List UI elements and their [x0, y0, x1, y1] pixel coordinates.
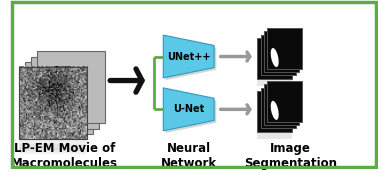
Polygon shape — [166, 37, 216, 80]
Bar — [19, 140, 87, 151]
Bar — [264, 84, 299, 125]
Bar — [260, 88, 296, 128]
Text: Neural
Network: Neural Network — [161, 142, 217, 170]
Bar — [257, 38, 292, 79]
Text: UNet++: UNet++ — [167, 52, 211, 62]
Text: U-Net: U-Net — [173, 104, 204, 114]
Polygon shape — [163, 88, 214, 131]
Bar — [267, 28, 302, 69]
Bar — [257, 91, 292, 131]
Polygon shape — [166, 90, 216, 133]
Ellipse shape — [271, 48, 279, 67]
Bar — [264, 31, 299, 72]
Bar — [257, 79, 292, 86]
Bar — [267, 81, 302, 121]
Polygon shape — [163, 35, 214, 78]
Bar — [37, 51, 105, 123]
Bar — [257, 132, 292, 139]
Bar — [19, 144, 87, 153]
Bar — [25, 62, 93, 134]
Bar — [260, 35, 296, 75]
Bar — [31, 57, 99, 129]
Bar — [19, 67, 87, 139]
Bar — [19, 148, 87, 155]
Ellipse shape — [271, 101, 279, 120]
Text: LP-EM Movie of
Macromolecules: LP-EM Movie of Macromolecules — [11, 142, 118, 170]
Text: Image
Segmentation: Image Segmentation — [244, 142, 337, 170]
